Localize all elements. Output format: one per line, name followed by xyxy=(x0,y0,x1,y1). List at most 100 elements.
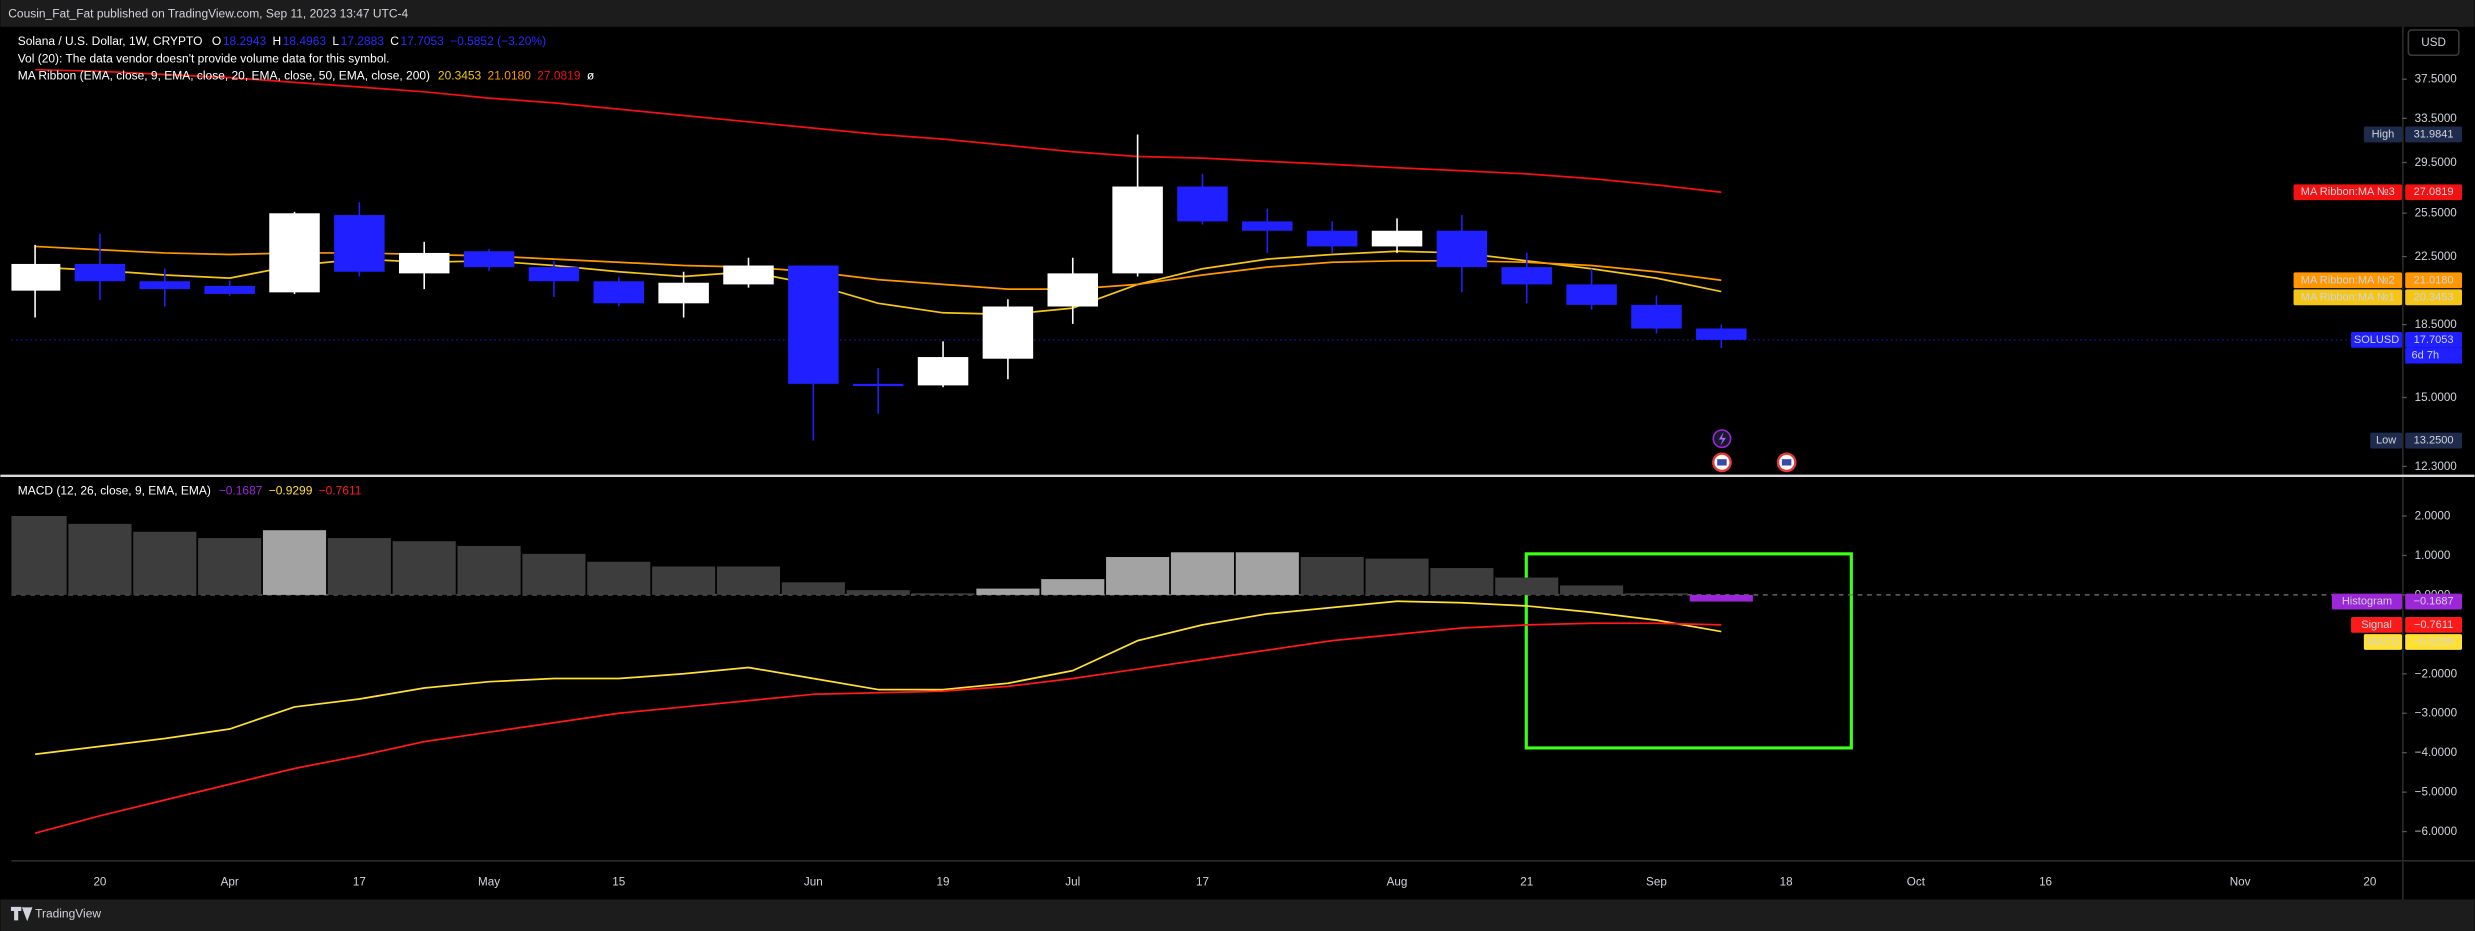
y-tick-label: −4.0000 xyxy=(2415,746,2458,759)
histogram-bar xyxy=(911,593,975,595)
bottom-bar xyxy=(0,899,2475,931)
y-tick-label: 1.0000 xyxy=(2415,549,2451,562)
histogram-bar xyxy=(457,545,521,595)
histogram-bar xyxy=(133,531,197,595)
value-tag-label: 31.9841 xyxy=(2414,128,2454,140)
price-pane xyxy=(11,68,2403,441)
y-tick-label: −5.0000 xyxy=(2415,786,2458,799)
x-tick-label: Sep xyxy=(1646,876,1667,889)
name-tag-label: MA Ribbon:MA №1 xyxy=(2301,291,2395,303)
flag-icon-glyph xyxy=(1717,459,1727,466)
histogram-bar xyxy=(1041,579,1105,595)
ribbon-value: 21.0180 xyxy=(488,69,532,83)
symbol-legend: Solana / U.S. Dollar, 1W, CRYPTO O 18.2943… xyxy=(18,34,546,48)
x-tick-label: 17 xyxy=(1196,876,1209,889)
ohlc-key: L xyxy=(332,34,339,48)
y-tick-label: −6.0000 xyxy=(2415,825,2458,838)
histogram-bar xyxy=(846,590,910,595)
x-tick-label: May xyxy=(478,876,500,889)
candle-body xyxy=(1371,230,1423,247)
name-tag-label: MA Ribbon:MA №3 xyxy=(2301,186,2395,198)
candle-body xyxy=(852,383,904,387)
ohlc-value: 18.4963 xyxy=(283,34,327,48)
candle-body xyxy=(269,213,320,293)
name-tag-label: High xyxy=(2372,128,2395,140)
flag-icon-glyph xyxy=(1781,459,1792,466)
name-tag-label: Low xyxy=(2376,435,2396,447)
macd-line xyxy=(34,600,1722,756)
ohlc-key: C xyxy=(390,34,399,48)
x-tick-label: Apr xyxy=(221,876,239,889)
candle-body xyxy=(1501,267,1552,285)
value-tag xyxy=(2405,331,2463,348)
y-tick-label: 22.5000 xyxy=(2415,250,2458,263)
y-tick-label: 12.3000 xyxy=(2415,460,2458,473)
value-tag-label: −0.1687 xyxy=(2414,596,2454,608)
histogram-bar xyxy=(11,515,67,595)
histogram-bar xyxy=(716,566,781,595)
y-tick-label: 15.0000 xyxy=(2415,391,2458,404)
candle-body xyxy=(1047,273,1099,307)
candle-body xyxy=(982,306,1034,359)
histogram-bar xyxy=(1430,568,1494,595)
value-tag xyxy=(2405,432,2463,449)
ohlc-key: O xyxy=(212,34,221,48)
name-tag xyxy=(2293,289,2403,306)
candle-body xyxy=(788,265,839,384)
value-tag xyxy=(2405,184,2463,201)
x-tick-label: Oct xyxy=(1907,876,1926,889)
name-tag-label: MA Ribbon:MA №2 xyxy=(2301,274,2395,286)
x-tick-label: 17 xyxy=(353,876,366,889)
candle-body xyxy=(1177,186,1228,222)
candle-body xyxy=(139,281,191,290)
y-tick-label: −2.0000 xyxy=(2415,667,2458,680)
histogram-bar xyxy=(1106,557,1170,595)
y-tick-label: −3.0000 xyxy=(2415,707,2458,720)
histogram-bar xyxy=(327,538,391,595)
macd-line xyxy=(34,622,1722,835)
publisher-line: Cousin_Fat_Fat published on TradingView.… xyxy=(8,6,408,20)
name-tag xyxy=(2363,634,2403,650)
value-tag xyxy=(2405,272,2463,289)
ribbon-value: 27.0819 xyxy=(537,69,581,83)
ma-line xyxy=(35,68,1722,194)
currency-label: USD xyxy=(2421,36,2446,49)
x-tick-label: 18 xyxy=(1780,876,1793,889)
histogram-bar xyxy=(262,530,327,595)
y-tick-label: 29.5000 xyxy=(2415,156,2458,169)
name-tag xyxy=(2370,432,2403,449)
currency-button[interactable] xyxy=(2407,29,2460,57)
value-tag-label: 13.2500 xyxy=(2414,435,2454,447)
macd-pane xyxy=(11,515,2403,835)
macd-title: MACD (12, 26, close, 9, EMA, EMA) xyxy=(18,484,211,498)
name-tag-label: SOLUSD xyxy=(2354,334,2399,346)
macd-value: −0.9299 xyxy=(269,484,313,498)
brand-name: TradingView xyxy=(35,907,101,921)
x-tick-label: Jun xyxy=(804,876,823,889)
value-tag xyxy=(2405,593,2463,610)
highlight-box xyxy=(1524,552,1853,750)
candle-body xyxy=(1566,284,1617,305)
histogram-bar xyxy=(1365,558,1429,595)
candle-body xyxy=(1242,221,1293,231)
value-tag xyxy=(2405,617,2463,633)
ribbon-suffix: ø xyxy=(587,69,595,83)
candle-body xyxy=(74,263,126,282)
x-tick-label: 15 xyxy=(612,876,625,889)
histogram-bar xyxy=(198,538,262,595)
x-tick-label: 21 xyxy=(1520,876,1533,889)
x-tick-label: 20 xyxy=(2363,876,2376,889)
macd-value: −0.1687 xyxy=(219,484,263,498)
x-tick-label: 19 xyxy=(937,876,950,889)
candle-body xyxy=(658,282,709,304)
countdown-label: 6d 7h xyxy=(2412,350,2440,362)
name-tag-label: MACD xyxy=(2367,636,2400,648)
value-tag xyxy=(2405,126,2463,143)
candle-body xyxy=(1436,230,1488,268)
histogram-bar xyxy=(522,553,586,595)
name-tag xyxy=(2351,617,2403,633)
x-tick-label: 16 xyxy=(2039,876,2052,889)
y-tick-label: 18.5000 xyxy=(2415,318,2458,331)
value-tag-label: −0.7611 xyxy=(2414,619,2453,631)
